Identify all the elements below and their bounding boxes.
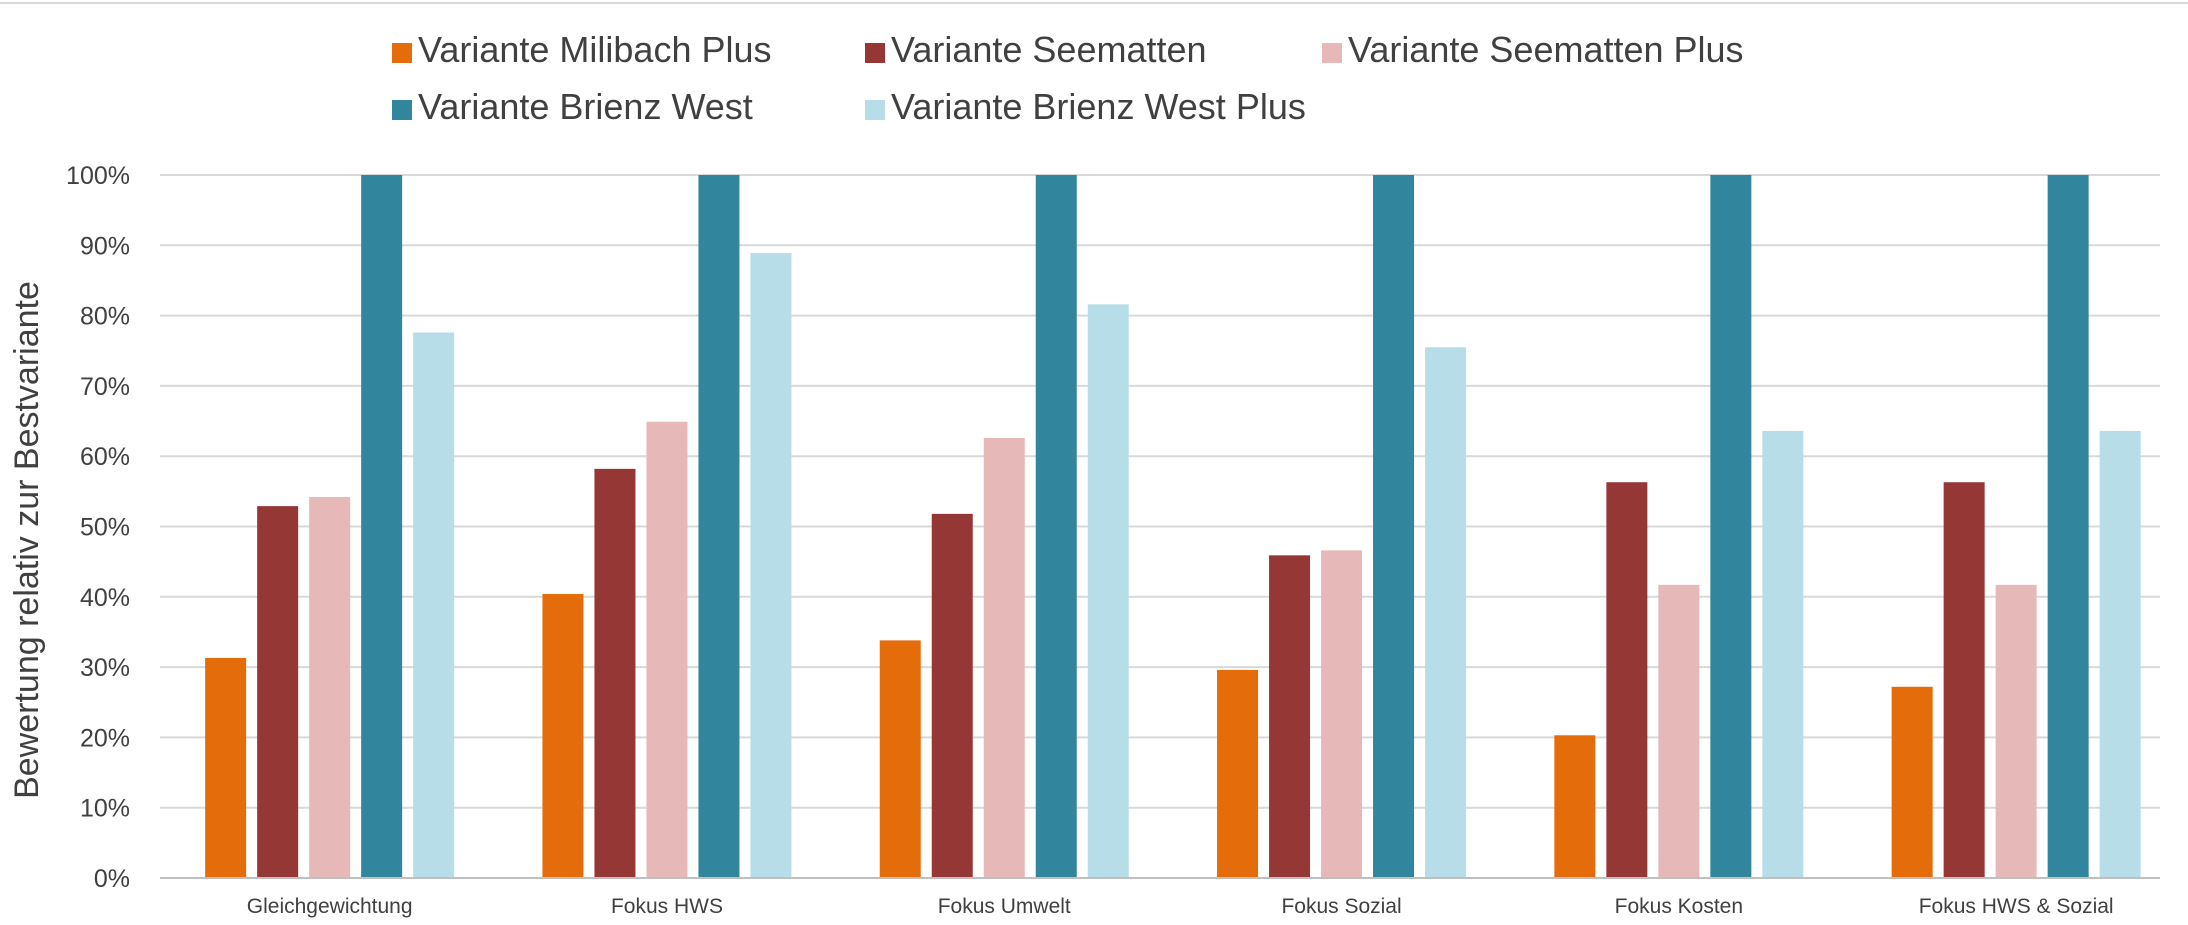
bar — [594, 468, 636, 878]
bar — [1321, 550, 1363, 878]
bar — [1606, 482, 1648, 878]
bar — [983, 437, 1025, 878]
y-tick-label: 10% — [80, 795, 130, 823]
y-tick-label: 70% — [80, 373, 130, 401]
bar — [879, 640, 921, 878]
y-tick-label: 0% — [94, 865, 130, 893]
x-tick-label: Fokus Sozial — [1281, 895, 1401, 918]
bar — [2047, 175, 2089, 878]
x-tick-label: Fokus HWS — [611, 895, 723, 918]
legend: Variante Milibach Plus Variante Seematten… — [392, 29, 1744, 127]
y-tick-label: 30% — [80, 654, 130, 682]
bar — [1995, 584, 2037, 878]
bar — [1373, 175, 1415, 878]
bar — [1425, 347, 1467, 878]
bar — [646, 421, 688, 878]
x-tick-label: Fokus Umwelt — [938, 895, 1071, 918]
bar — [542, 593, 584, 878]
y-tick-label: 60% — [80, 443, 130, 471]
legend-label: Variante Seematten Plus — [1348, 29, 1744, 70]
y-tick-label: 90% — [80, 232, 130, 260]
legend-label: Variante Brienz West — [418, 86, 753, 127]
bar — [1087, 304, 1129, 878]
legend-swatch — [865, 43, 885, 63]
bar — [1891, 686, 1933, 878]
bar — [257, 506, 299, 878]
y-tick-label: 20% — [80, 724, 130, 752]
bar — [698, 175, 740, 878]
gridlines — [160, 174, 2160, 809]
bar — [309, 496, 351, 878]
bar — [1035, 175, 1077, 878]
y-axis-title: Bewertung relativ zur Bestvariante — [8, 281, 46, 799]
legend-swatch — [392, 43, 412, 63]
x-tick-label: Gleichgewichtung — [247, 895, 413, 918]
y-tick-label: 40% — [80, 584, 130, 612]
bar — [1762, 430, 1804, 878]
x-tick-label: Fokus Kosten — [1615, 895, 1743, 918]
x-axis: Gleichgewichtung Fokus HWS Fokus Umwelt Fok… — [160, 877, 2160, 918]
bars — [205, 175, 2141, 878]
legend-label: Variante Milibach Plus — [418, 29, 772, 70]
legend-swatch — [865, 100, 885, 120]
bar — [1269, 555, 1311, 878]
y-axis: 0% 10% 20% 30% 40% 50% 60% 70% 80% 90% 100% — [66, 162, 130, 893]
bar — [205, 657, 247, 878]
bar — [1554, 735, 1596, 878]
bar — [1658, 584, 1700, 878]
bar — [2099, 430, 2141, 878]
bar — [750, 253, 792, 878]
x-tick-label: Fokus HWS & Sozial — [1919, 895, 2114, 918]
bar — [1943, 482, 1985, 878]
y-tick-label: 80% — [80, 303, 130, 331]
legend-label: Variante Brienz West Plus — [891, 86, 1306, 127]
bar — [931, 513, 973, 878]
legend-swatch — [392, 100, 412, 120]
bar — [1217, 669, 1259, 878]
y-tick-label: 50% — [80, 514, 130, 542]
y-tick-label: 100% — [66, 162, 130, 190]
legend-swatch — [1322, 43, 1342, 63]
bar — [413, 332, 455, 878]
bar — [1710, 175, 1752, 878]
legend-label: Variante Seematten — [891, 29, 1207, 70]
bar — [361, 175, 403, 878]
